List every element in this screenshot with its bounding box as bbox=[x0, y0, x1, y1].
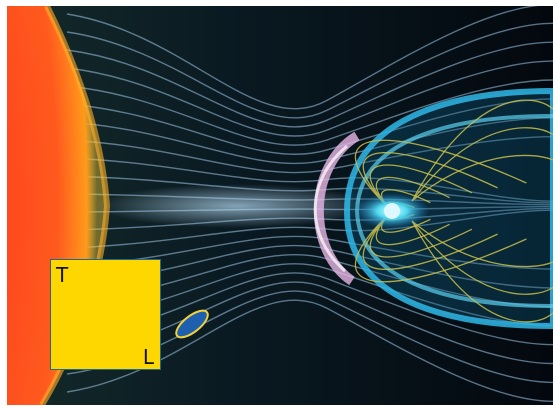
overlay-box: T L bbox=[50, 259, 161, 370]
solar-wind-line bbox=[66, 41, 553, 128]
magnetosphere-lower-lobe bbox=[355, 210, 553, 308]
solar-wind-stream bbox=[97, 184, 377, 228]
solar-wind-line bbox=[66, 79, 553, 146]
solar-wind-line bbox=[66, 281, 553, 365]
solar-wind-line bbox=[66, 60, 553, 137]
tail-field-line bbox=[411, 99, 553, 323]
tail-field-line bbox=[411, 154, 553, 268]
solar-wind-line bbox=[66, 272, 553, 346]
scene-image: T L bbox=[7, 6, 553, 405]
tail-field-line bbox=[411, 127, 553, 295]
magnetosphere-upper-lobe bbox=[355, 114, 553, 212]
overlay-label-top-left: T bbox=[56, 263, 69, 287]
solar-wind-line bbox=[66, 98, 553, 155]
field-line bbox=[354, 139, 527, 283]
magnetic-field-lines bbox=[354, 99, 553, 323]
solar-wind-line bbox=[66, 209, 553, 249]
magnetopause bbox=[343, 87, 553, 330]
earth bbox=[384, 203, 400, 219]
solar-wind-line bbox=[66, 290, 553, 384]
ellipse-marker bbox=[175, 309, 209, 339]
solar-wind-line bbox=[66, 22, 553, 119]
solar-wind-line bbox=[66, 6, 539, 110]
field-line bbox=[362, 152, 498, 270]
bow-shock-edge bbox=[313, 144, 348, 273]
overlay-label-bottom-right: L bbox=[142, 345, 154, 369]
solar-wind-line bbox=[66, 263, 553, 327]
field-line bbox=[369, 164, 473, 258]
solar-wind-line bbox=[66, 117, 553, 165]
